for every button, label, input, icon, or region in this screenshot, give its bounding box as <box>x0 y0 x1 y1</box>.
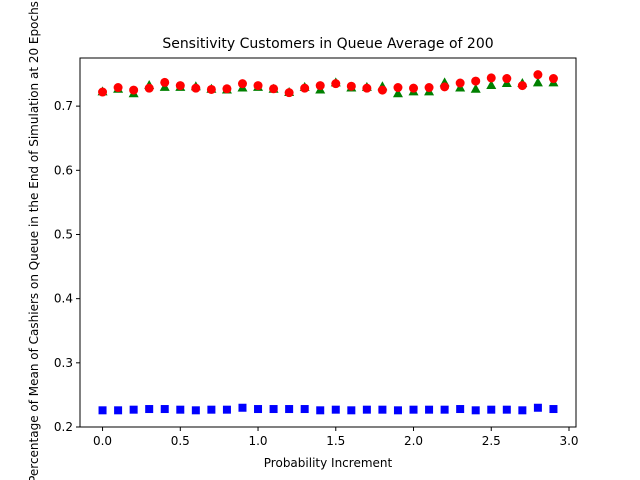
data-point-circle <box>191 83 201 93</box>
data-point-square <box>238 403 247 412</box>
data-point-circle <box>160 77 170 87</box>
data-point-square <box>114 406 123 415</box>
data-point-square <box>425 405 434 414</box>
data-point-circle <box>284 88 294 98</box>
x-tick-label: 3.0 <box>559 434 578 448</box>
data-point-square <box>145 405 154 414</box>
data-point-square <box>207 405 216 414</box>
data-point-square <box>456 405 465 414</box>
data-point-square <box>285 405 294 414</box>
data-point-circle <box>315 81 325 91</box>
data-point-square <box>502 405 511 414</box>
data-point-square <box>518 406 527 415</box>
plot-frame <box>79 57 577 428</box>
data-point-circle <box>455 78 465 88</box>
data-point-circle <box>253 81 263 91</box>
data-point-circle <box>222 84 232 94</box>
data-point-circle <box>502 74 512 84</box>
data-point-circle <box>409 83 419 93</box>
data-point-circle <box>300 83 310 93</box>
data-point-circle <box>269 84 279 94</box>
data-point-square <box>362 405 371 414</box>
x-axis-ticks: 0.0 0.5 1.0 1.5 2.0 2.5 3.0 <box>93 427 579 448</box>
data-point-square <box>347 406 356 415</box>
data-point-circle <box>393 83 403 93</box>
data-point-square <box>549 405 558 414</box>
x-tick-label: 0.0 <box>93 434 112 448</box>
data-point-circle <box>144 83 154 93</box>
y-tick-label: 0.4 <box>54 292 73 306</box>
x-tick-label: 2.5 <box>482 434 501 448</box>
data-point-square <box>331 405 340 414</box>
y-tick-label: 0.5 <box>54 227 73 241</box>
data-point-square <box>129 405 138 414</box>
data-point-triangle <box>486 79 497 89</box>
data-point-circle <box>331 79 341 89</box>
data-point-square <box>222 405 231 414</box>
data-point-square <box>191 406 200 415</box>
data-point-circle <box>98 87 108 97</box>
data-point-circle <box>533 70 543 80</box>
data-point-triangle <box>392 88 403 98</box>
data-point-circle <box>424 83 434 93</box>
data-point-triangle <box>470 83 481 93</box>
data-point-square <box>254 405 263 414</box>
data-point-square <box>300 405 309 414</box>
y-tick-label: 0.3 <box>54 356 73 370</box>
x-tick-label: 1.0 <box>248 434 267 448</box>
data-point-circle <box>517 81 527 91</box>
data-point-square <box>269 405 278 414</box>
data-point-square <box>393 406 402 415</box>
data-point-circle <box>548 74 558 84</box>
data-point-square <box>176 405 185 414</box>
data-point-square <box>487 405 496 414</box>
data-marks <box>97 70 559 415</box>
data-point-square <box>378 405 387 414</box>
data-point-circle <box>129 85 139 95</box>
data-point-circle <box>486 73 496 83</box>
y-tick-label: 0.2 <box>54 420 73 434</box>
data-point-circle <box>346 81 356 91</box>
y-axis-ticks: 0.2 0.3 0.4 0.5 0.6 0.7 <box>54 99 80 434</box>
data-point-circle <box>440 82 450 92</box>
y-axis-label: Percentage of Mean of Cashiers on Queue … <box>27 1 41 480</box>
data-point-circle <box>175 81 185 91</box>
data-point-circle <box>377 85 387 95</box>
x-tick-label: 1.5 <box>326 434 345 448</box>
chart-title: Sensitivity Customers in Queue Average o… <box>162 36 493 52</box>
data-point-circle <box>471 76 481 86</box>
data-point-square <box>440 405 449 414</box>
data-point-triangle <box>532 77 543 87</box>
data-point-circle <box>113 83 123 93</box>
y-tick-label: 0.7 <box>54 99 73 113</box>
data-point-square <box>409 405 418 414</box>
data-point-circle <box>362 83 372 93</box>
x-tick-label: 2.0 <box>404 434 423 448</box>
data-point-square <box>471 406 480 415</box>
data-point-circle <box>206 84 216 94</box>
data-point-square <box>316 406 325 415</box>
y-tick-label: 0.6 <box>54 163 73 177</box>
data-point-square <box>160 405 169 414</box>
data-point-circle <box>237 79 247 89</box>
x-tick-label: 0.5 <box>171 434 190 448</box>
data-point-square <box>533 403 542 412</box>
x-axis-label: Probability Increment <box>264 456 393 470</box>
data-point-square <box>98 406 107 415</box>
